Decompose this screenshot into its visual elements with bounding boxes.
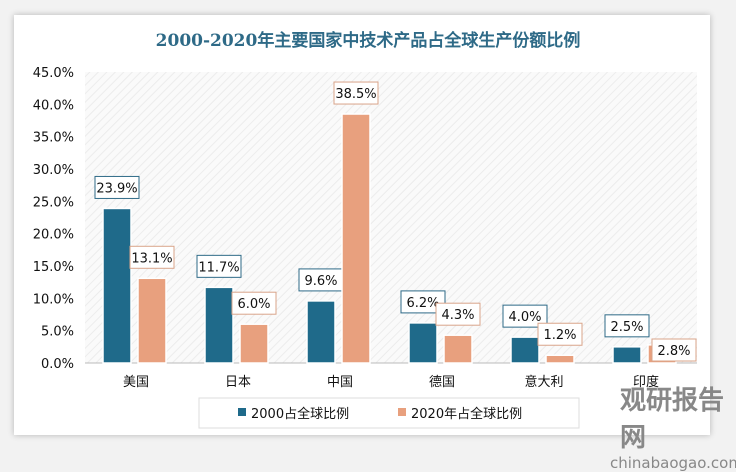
data-label: 23.9% xyxy=(96,181,137,196)
data-label-box xyxy=(435,302,481,326)
data-label: 13.1% xyxy=(131,251,172,266)
plot-area xyxy=(85,72,697,363)
legend-swatch xyxy=(238,408,246,416)
data-label: 1.2% xyxy=(543,328,576,343)
bar xyxy=(545,354,575,364)
bar xyxy=(341,113,371,364)
bar xyxy=(204,286,234,364)
bar xyxy=(306,300,336,364)
data-label: 6.2% xyxy=(406,296,439,311)
legend-label: 2020年占全球比例 xyxy=(411,406,522,422)
bar xyxy=(443,334,473,364)
data-label-box xyxy=(231,291,277,315)
data-label-box xyxy=(537,322,583,346)
x-tick-label: 日本 xyxy=(225,375,251,390)
chart-title: 2000-2020年主要国家中技术产品占全球生产份额比例 xyxy=(155,31,581,51)
data-label-box xyxy=(400,290,446,314)
data-label: 6.0% xyxy=(237,297,270,312)
y-tick-label: 30.0% xyxy=(33,163,74,178)
x-tick-label: 中国 xyxy=(327,375,353,390)
y-tick-label: 45.0% xyxy=(33,66,74,81)
data-label-box xyxy=(196,254,242,278)
bar xyxy=(239,323,269,364)
data-label-box xyxy=(651,338,697,362)
x-tick-label: 美国 xyxy=(123,375,149,390)
y-tick-label: 40.0% xyxy=(33,98,74,113)
x-tick-label: 意大利 xyxy=(524,374,563,390)
bar xyxy=(137,277,167,364)
legend-swatch xyxy=(398,408,406,416)
bar xyxy=(408,322,438,364)
y-tick-label: 15.0% xyxy=(33,260,74,275)
data-label: 11.7% xyxy=(198,260,239,275)
y-tick-label: 0.0% xyxy=(41,357,74,372)
data-label-box xyxy=(94,175,140,199)
bar-chart: 0.0% 5.0% 10.0% 15.0% 20.0% 25.0% 30.0% 35.0% 40… xyxy=(33,66,697,429)
data-label-box xyxy=(502,304,548,328)
x-tick-label: 德国 xyxy=(429,375,455,390)
data-label-box xyxy=(129,245,175,269)
y-tick-label: 5.0% xyxy=(41,325,74,340)
y-tick-label: 35.0% xyxy=(33,131,74,146)
data-label: 9.6% xyxy=(304,274,337,289)
bar xyxy=(102,207,132,364)
data-label: 2.5% xyxy=(610,320,643,335)
legend xyxy=(198,397,580,429)
y-tick-label: 10.0% xyxy=(33,292,74,307)
data-label: 38.5% xyxy=(335,87,376,102)
bar xyxy=(510,336,540,364)
y-tick-label: 20.0% xyxy=(33,228,74,243)
bar xyxy=(612,346,642,364)
legend-label: 2000占全球比例 xyxy=(251,406,349,422)
y-tick-label: 25.0% xyxy=(33,195,74,210)
watermark: 观研报告网 chinabaogao.com xyxy=(610,386,736,472)
x-tick-label: 印度 xyxy=(633,374,659,390)
data-label-box xyxy=(604,314,650,338)
data-label-box xyxy=(333,81,379,105)
data-label: 4.0% xyxy=(508,310,541,325)
data-label: 2.8% xyxy=(657,344,690,359)
data-label: 4.3% xyxy=(441,308,474,323)
